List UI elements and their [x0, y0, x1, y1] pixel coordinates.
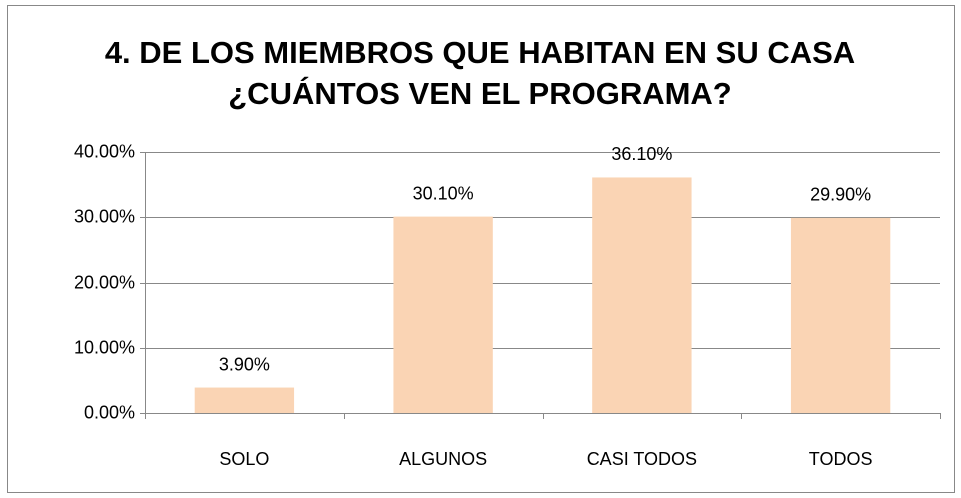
- bar: [592, 177, 692, 413]
- y-tick-label: 20.00%: [74, 272, 135, 292]
- x-tick-label: TODOS: [809, 449, 873, 469]
- x-tick-label: CASI TODOS: [587, 449, 697, 469]
- y-tick-label: 10.00%: [74, 337, 135, 357]
- data-label: 30.10%: [413, 183, 474, 203]
- bar: [194, 387, 295, 413]
- x-tick-label: ALGUNOS: [399, 449, 487, 469]
- y-tick-label: 40.00%: [74, 141, 135, 161]
- data-label: 36.10%: [611, 144, 672, 164]
- x-tick-label: SOLO: [219, 449, 269, 469]
- bar: [393, 216, 493, 413]
- y-tick-label: 30.00%: [74, 206, 135, 226]
- data-label: 29.90%: [810, 185, 871, 205]
- y-tick-label: 0.00%: [84, 402, 135, 422]
- bar: [790, 217, 891, 413]
- chart-title: 4. DE LOS MIEMBROS QUE HABITAN EN SU CAS…: [104, 35, 856, 111]
- data-label: 3.90%: [219, 354, 270, 374]
